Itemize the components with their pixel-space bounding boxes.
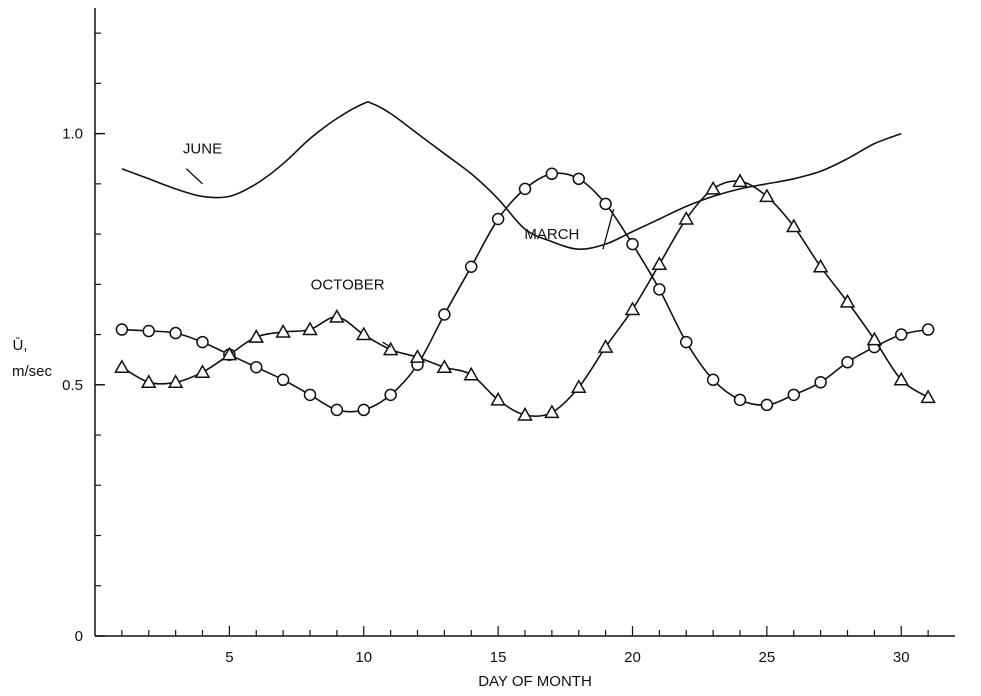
data-point-march — [384, 388, 397, 402]
data-point-march — [115, 323, 129, 336]
data-point-october — [140, 374, 157, 389]
data-point-march — [599, 197, 612, 211]
data-point-march — [626, 237, 639, 251]
data-point-october — [275, 324, 291, 338]
x-tick-label: 10 — [355, 649, 372, 666]
series-layer — [114, 101, 936, 421]
label-layer: JUNE MARCH OCTOBER — [183, 141, 615, 348]
data-point-march — [438, 308, 451, 321]
data-point-march — [545, 167, 559, 181]
leader-line-october — [382, 341, 391, 348]
data-point-october — [302, 321, 318, 336]
data-point-march — [572, 172, 585, 186]
series-june — [121, 101, 902, 251]
data-point-march — [142, 324, 155, 338]
y-tick-label: 1.0 — [62, 126, 83, 143]
data-point-march — [169, 326, 182, 340]
data-point-march — [465, 260, 478, 273]
series-label-october: OCTOBER — [311, 276, 385, 293]
data-point-october — [759, 188, 775, 203]
x-axis-title: DAY OF MONTH — [478, 673, 592, 690]
data-point-october — [570, 379, 587, 394]
data-point-march — [357, 403, 370, 417]
data-point-march — [814, 376, 827, 389]
data-point-october — [705, 180, 721, 195]
data-point-march — [196, 335, 209, 349]
y-axis-symbol: Ū, — [13, 337, 28, 354]
data-point-october — [544, 404, 560, 419]
y-axis-unit: m/sec — [12, 363, 53, 380]
data-point-march — [841, 355, 854, 369]
series-line-june — [121, 101, 902, 251]
data-point-march — [760, 398, 774, 412]
x-tick-label: 15 — [490, 649, 507, 666]
data-point-march — [491, 212, 505, 226]
data-point-october — [114, 359, 130, 373]
data-point-october — [329, 308, 345, 323]
data-point-october — [785, 218, 802, 233]
data-point-march — [733, 393, 747, 407]
data-point-october — [866, 331, 883, 346]
series-march — [115, 167, 935, 417]
leader-line-march — [602, 208, 615, 250]
data-point-march — [921, 323, 935, 336]
axes: 0 0.5 1.0 5 10 15 20 25 30 — [62, 8, 955, 666]
series-label-june: JUNE — [183, 141, 222, 158]
data-point-october — [893, 371, 910, 386]
leader-line-june — [185, 168, 203, 185]
data-point-march — [276, 373, 290, 387]
data-point-october — [678, 210, 695, 225]
data-point-october — [920, 389, 936, 404]
data-point-march — [787, 388, 800, 402]
data-point-october — [248, 329, 265, 343]
data-point-october — [382, 341, 399, 356]
y-tick-label: 0 — [75, 628, 83, 645]
data-point-october — [624, 301, 641, 316]
series-label-march: MARCH — [524, 226, 579, 243]
series-line-march — [121, 172, 929, 413]
x-tick-label: 5 — [225, 649, 233, 666]
data-point-march — [895, 328, 908, 341]
data-point-march — [706, 373, 720, 387]
data-point-october — [517, 406, 533, 421]
data-point-october — [651, 256, 668, 270]
data-point-october — [463, 366, 480, 381]
data-point-october — [194, 364, 211, 378]
data-point-march — [330, 403, 344, 417]
data-point-october — [732, 173, 748, 188]
data-point-october — [812, 258, 829, 273]
data-point-october — [490, 391, 506, 406]
data-point-march — [518, 182, 532, 196]
x-tick-label: 20 — [624, 649, 641, 666]
data-point-october — [221, 346, 238, 361]
series-line-october — [121, 180, 929, 418]
data-point-october — [355, 326, 372, 341]
data-point-october — [167, 374, 184, 389]
y-tick-label: 0.5 — [62, 377, 83, 394]
data-point-october — [839, 293, 856, 308]
data-point-march — [680, 335, 693, 349]
x-tick-label: 30 — [893, 649, 910, 666]
data-point-march — [653, 283, 666, 296]
data-point-march — [250, 360, 263, 374]
data-point-october — [597, 339, 614, 353]
data-point-october — [409, 349, 426, 363]
series-october — [114, 173, 936, 421]
data-point-october — [436, 359, 453, 373]
data-point-march — [303, 388, 317, 402]
x-tick-label: 25 — [759, 649, 776, 666]
